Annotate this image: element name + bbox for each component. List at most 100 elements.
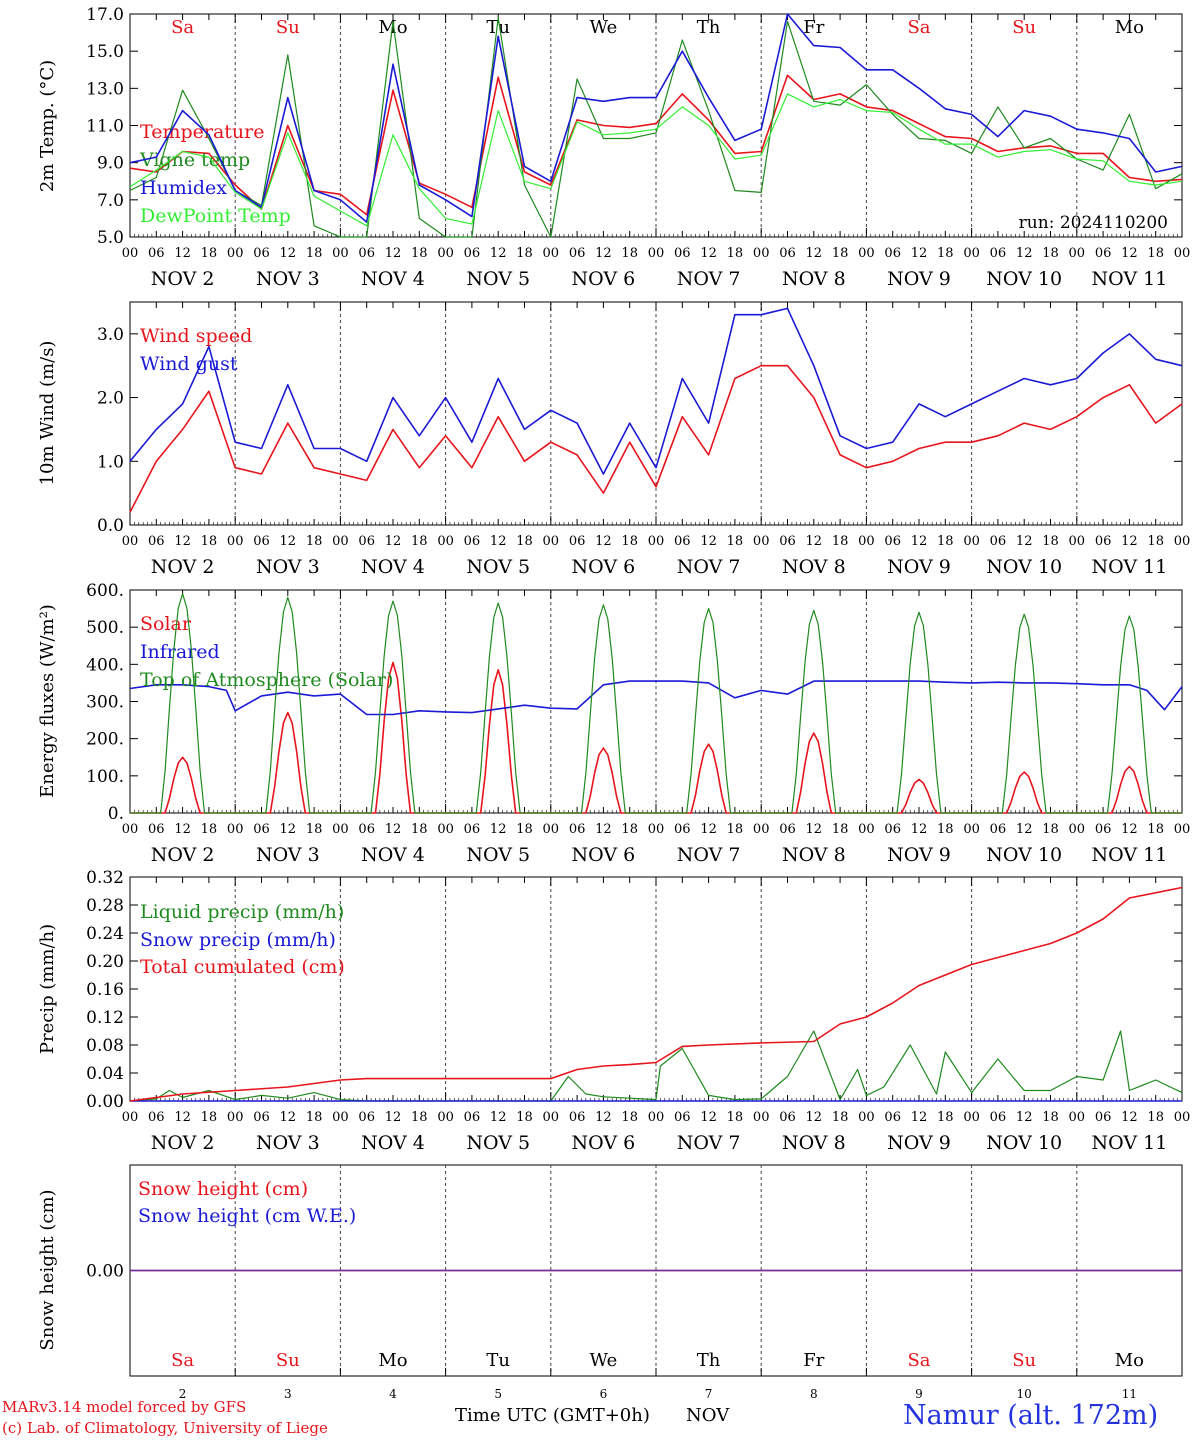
hour-tick-label: 18: [937, 246, 954, 261]
date-label: NOV 5: [466, 1132, 530, 1154]
series-line: [129, 680, 1183, 716]
hour-tick-label: 18: [516, 1110, 533, 1125]
series-line: [129, 13, 1183, 223]
y-tick-label: 3.0: [97, 325, 124, 345]
hour-tick-label: 12: [911, 822, 928, 837]
hour-tick-label: 00: [227, 246, 244, 261]
hour-tick-label: 18: [621, 534, 638, 549]
hour-tick-label: 06: [779, 822, 796, 837]
y-tick-label: 0.24: [86, 924, 124, 944]
hour-tick-label: 00: [753, 822, 770, 837]
hour-tick-label: 06: [884, 534, 901, 549]
date-label: NOV 2: [151, 556, 215, 578]
date-label: NOV 8: [782, 268, 846, 290]
hour-tick-label: 00: [753, 534, 770, 549]
hour-tick-label: 18: [1042, 246, 1059, 261]
hour-tick-label: 18: [1042, 534, 1059, 549]
y-tick-label: 5.0: [97, 228, 124, 248]
hour-tick-label: 00: [437, 534, 454, 549]
day-abbr: Su: [276, 1350, 300, 1371]
hour-tick-label: 06: [464, 246, 481, 261]
hour-tick-label: 12: [490, 822, 507, 837]
series-line: [129, 1030, 1183, 1102]
hour-tick-label: 18: [201, 822, 218, 837]
hour-tick-label: 12: [1121, 534, 1138, 549]
date-label: NOV 9: [887, 268, 951, 290]
hour-tick-label: 12: [490, 534, 507, 549]
hour-tick-label: 00: [1069, 246, 1086, 261]
y-tick-label: 0.28: [86, 896, 124, 916]
date-label: NOV 5: [466, 556, 530, 578]
y-tick-label: 0.08: [86, 1036, 124, 1056]
hour-tick-label: 18: [621, 822, 638, 837]
hour-tick-label: 18: [727, 822, 744, 837]
date-label: NOV 10: [986, 556, 1062, 578]
hour-tick-label: 18: [1042, 1110, 1059, 1125]
hour-tick-label: 12: [385, 534, 402, 549]
date-label: NOV 9: [887, 844, 951, 866]
date-label: NOV 8: [782, 844, 846, 866]
hour-tick-label: 18: [937, 822, 954, 837]
hour-tick-label: 00: [543, 534, 560, 549]
y-tick-label: 100.: [86, 767, 124, 787]
hour-tick-label: 00: [963, 246, 980, 261]
hour-tick-label: 06: [253, 246, 270, 261]
day-number: 7: [705, 1387, 713, 1401]
day-abbr: We: [590, 1350, 618, 1371]
day-number: 2: [179, 1387, 187, 1401]
hour-tick-label: 06: [674, 246, 691, 261]
day-abbr: We: [590, 17, 618, 38]
y-tick-label: 0.12: [86, 1008, 124, 1028]
hour-tick-label: 00: [332, 822, 349, 837]
hour-tick-label: 06: [990, 822, 1007, 837]
date-label: NOV 9: [887, 556, 951, 578]
hour-tick-label: 12: [806, 246, 823, 261]
y-tick-label: 1.0: [97, 452, 124, 472]
hour-tick-label: 00: [122, 822, 139, 837]
y-tick-label: 0.04: [86, 1064, 124, 1084]
y-axis-label: 10m Wind (m/s): [37, 341, 58, 486]
y-tick-label: 11.0: [86, 117, 124, 137]
hour-tick-label: 18: [516, 534, 533, 549]
hour-tick-label: 18: [727, 246, 744, 261]
hour-tick-label: 00: [1069, 822, 1086, 837]
hour-tick-label: 12: [1016, 1110, 1033, 1125]
copyright: (c) Lab. of Climatology, University of L…: [2, 1419, 328, 1437]
day-number: 11: [1122, 1387, 1137, 1401]
hour-tick-label: 18: [306, 246, 323, 261]
hour-tick-label: 06: [674, 534, 691, 549]
hour-tick-label: 12: [806, 1110, 823, 1125]
hour-tick-label: 12: [700, 1110, 717, 1125]
hour-tick-label: 00: [122, 534, 139, 549]
hour-tick-label: 00: [648, 822, 665, 837]
hour-tick-label: 18: [201, 246, 218, 261]
date-label: NOV 6: [572, 556, 636, 578]
date-label: NOV 4: [361, 556, 425, 578]
hour-tick-label: 12: [595, 534, 612, 549]
hour-tick-label: 12: [174, 1110, 191, 1125]
hour-tick-label: 00: [227, 534, 244, 549]
hour-tick-label: 12: [174, 534, 191, 549]
hour-tick-label: 06: [674, 822, 691, 837]
date-label: NOV 11: [1091, 556, 1167, 578]
date-label: NOV 11: [1091, 268, 1167, 290]
hour-tick-label: 18: [411, 246, 428, 261]
hour-tick-label: 18: [1147, 534, 1164, 549]
series-line: [129, 93, 1183, 227]
y-tick-label: 0.32: [86, 868, 124, 888]
date-label: NOV 7: [677, 1132, 741, 1154]
legend-entry: Solar: [140, 613, 192, 635]
date-label: NOV 10: [986, 844, 1062, 866]
y-axis-label: Energy fluxes (W/m²): [37, 604, 58, 798]
date-label: NOV 6: [572, 1132, 636, 1154]
hour-tick-label: 00: [858, 246, 875, 261]
hour-tick-label: 06: [1095, 1110, 1112, 1125]
legend-entry: Wind gust: [140, 353, 238, 375]
hour-tick-label: 00: [543, 822, 560, 837]
hour-tick-label: 06: [148, 246, 165, 261]
day-abbr: Su: [1012, 17, 1036, 38]
legend-entry: Infrared: [140, 641, 220, 663]
day-abbr: Sa: [171, 1350, 194, 1371]
hour-tick-label: 18: [516, 246, 533, 261]
hour-tick-label: 18: [621, 246, 638, 261]
